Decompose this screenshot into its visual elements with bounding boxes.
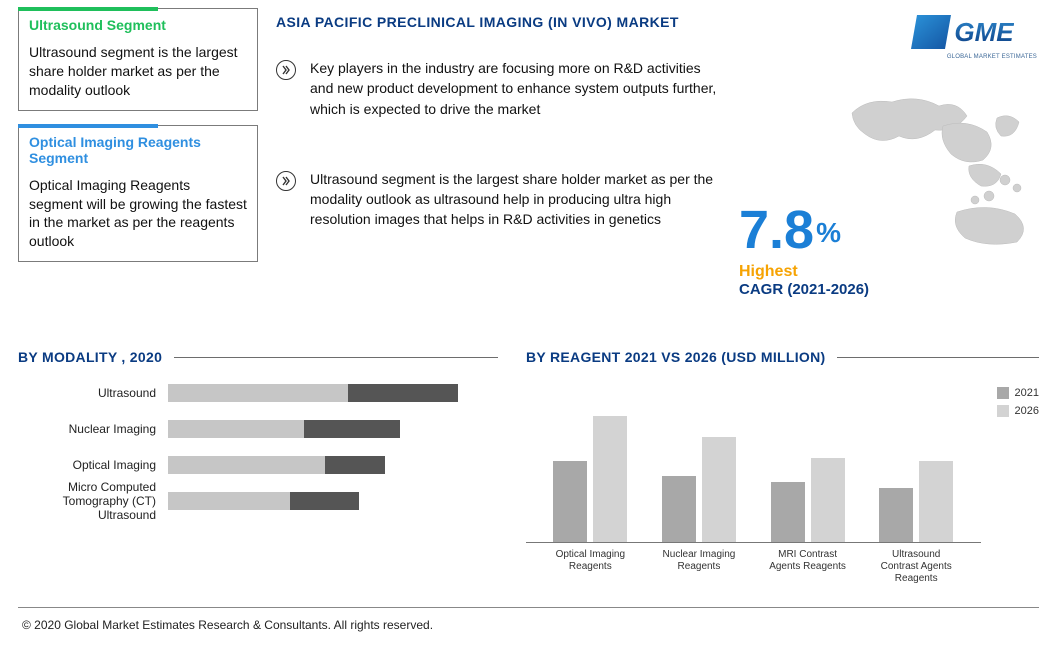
- vbar-category-label: Nuclear Imaging Reagents: [657, 549, 741, 585]
- bullet-row: Ultrasound segment is the largest share …: [276, 169, 721, 230]
- cagr-period: CAGR (2021-2026): [739, 281, 869, 298]
- logo-subtext: GLOBAL MARKET ESTIMATES: [947, 54, 1037, 60]
- chart-title: BY REAGENT 2021 VS 2026 (USD MILLION): [526, 349, 825, 365]
- hbar-label: Nuclear Imaging: [18, 422, 168, 436]
- hbar-seg: [348, 384, 458, 402]
- vbar: [662, 476, 696, 542]
- card-title: Optical Imaging Reagents Segment: [29, 134, 247, 166]
- chevron-right-icon: [276, 171, 296, 191]
- page-title: ASIA PACIFIC PRECLINICAL IMAGING (IN VIV…: [276, 14, 721, 30]
- right-column: GME GLOBAL MARKET ESTIMATES: [739, 8, 1039, 343]
- bullet-text: Ultrasound segment is the largest share …: [310, 169, 721, 230]
- gme-logo: GME GLOBAL MARKET ESTIMATES: [889, 4, 1039, 60]
- hbar-seg: [168, 492, 290, 510]
- legend-row: 2026: [997, 405, 1039, 417]
- logo-mark-icon: [911, 15, 951, 49]
- hbar-track: [168, 456, 458, 474]
- vbar-category-label: MRI Contrast Agents Reagents: [766, 549, 850, 585]
- vbar: [771, 482, 805, 542]
- hbar-track: [168, 492, 458, 510]
- vbar: [593, 416, 627, 542]
- hbar-row: Nuclear Imaging: [178, 419, 458, 439]
- center-column: ASIA PACIFIC PRECLINICAL IMAGING (IN VIV…: [276, 8, 721, 343]
- card-body: Ultrasound segment is the largest share …: [29, 43, 247, 100]
- hbar-row: Micro Computed Tomography (CT) Ultrasoun…: [178, 491, 458, 511]
- hbar-row: Ultrasound: [178, 383, 458, 403]
- hbar-row: Optical Imaging: [178, 455, 458, 475]
- vbar-labels: Optical Imaging Reagents Nuclear Imaging …: [526, 543, 981, 585]
- hbar-label: Ultrasound: [18, 386, 168, 400]
- legend-label: 2021: [1015, 387, 1039, 399]
- chart-header: BY REAGENT 2021 VS 2026 (USD MILLION): [526, 349, 1039, 365]
- vbar-inner: Optical Imaging Reagents Nuclear Imaging …: [526, 383, 981, 585]
- vbar: [919, 461, 953, 542]
- legend-swatch: [997, 405, 1009, 417]
- hbar-label: Micro Computed Tomography (CT) Ultrasoun…: [18, 480, 168, 522]
- hbar-plot: Ultrasound Nuclear Imaging Optical Imaging…: [18, 383, 498, 511]
- bullet-text: Key players in the industry are focusing…: [310, 58, 721, 119]
- card-accent: [18, 7, 158, 11]
- vbar: [811, 458, 845, 542]
- vbar-group: [879, 461, 953, 542]
- modality-chart: BY MODALITY , 2020 Ultrasound Nuclear Ima…: [18, 349, 498, 585]
- chevron-right-icon: [276, 60, 296, 80]
- vbar-group: [553, 416, 627, 542]
- charts-row: BY MODALITY , 2020 Ultrasound Nuclear Ima…: [18, 349, 1039, 585]
- legend-row: 2021: [997, 387, 1039, 399]
- chart-header: BY MODALITY , 2020: [18, 349, 498, 365]
- hbar-seg: [290, 492, 360, 510]
- card-optical: Optical Imaging Reagents Segment Optical…: [18, 125, 258, 263]
- vbar-group: [771, 458, 845, 542]
- vbar: [702, 437, 736, 542]
- logo-text: GME: [954, 17, 1013, 48]
- infographic-root: Ultrasound Segment Ultrasound segment is…: [0, 0, 1057, 646]
- chart-title: BY MODALITY , 2020: [18, 349, 162, 365]
- vbar: [879, 488, 913, 542]
- cagr-highest: Highest: [739, 263, 869, 281]
- vbar-group: [662, 437, 736, 542]
- divider: [174, 357, 498, 358]
- card-accent: [18, 124, 158, 128]
- bullet-row: Key players in the industry are focusing…: [276, 58, 721, 119]
- card-body: Optical Imaging Reagents segment will be…: [29, 176, 247, 252]
- cagr-number: 7.8: [739, 200, 814, 260]
- hbar-track: [168, 384, 458, 402]
- legend-label: 2026: [1015, 405, 1039, 417]
- hbar-seg: [304, 420, 400, 438]
- card-title: Ultrasound Segment: [29, 17, 247, 33]
- footer-divider: [18, 607, 1039, 608]
- card-ultrasound: Ultrasound Segment Ultrasound segment is…: [18, 8, 258, 111]
- top-row: Ultrasound Segment Ultrasound segment is…: [18, 8, 1039, 343]
- footer-copyright: © 2020 Global Market Estimates Research …: [22, 618, 433, 632]
- asia-pacific-map-icon: [847, 88, 1047, 248]
- cards-column: Ultrasound Segment Ultrasound segment is…: [18, 8, 258, 343]
- reagent-chart: BY REAGENT 2021 VS 2026 (USD MILLION) Op…: [526, 349, 1039, 585]
- vbar-wrap: Optical Imaging Reagents Nuclear Imaging …: [526, 383, 1039, 585]
- hbar-track: [168, 420, 458, 438]
- vbar-category-label: Ultrasound Contrast Agents Reagents: [874, 549, 958, 585]
- hbar-seg: [168, 420, 304, 438]
- vbar: [553, 461, 587, 542]
- hbar-label: Optical Imaging: [18, 458, 168, 472]
- vbar-category-label: Optical Imaging Reagents: [548, 549, 632, 585]
- hbar-seg: [168, 456, 325, 474]
- cagr-value: 7.8%: [739, 203, 869, 257]
- cagr-block: 7.8% Highest CAGR (2021-2026): [739, 203, 869, 298]
- hbar-seg: [325, 456, 386, 474]
- divider: [837, 357, 1039, 358]
- cagr-percent: %: [816, 217, 841, 248]
- vbar-plot: [526, 383, 981, 543]
- hbar-seg: [168, 384, 348, 402]
- legend: 2021 2026: [997, 383, 1039, 423]
- legend-swatch: [997, 387, 1009, 399]
